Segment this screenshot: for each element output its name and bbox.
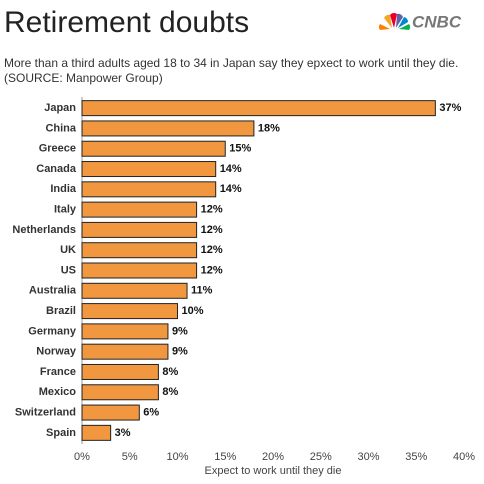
bar xyxy=(81,384,159,401)
value-label: 9% xyxy=(172,325,188,337)
value-label: 18% xyxy=(258,122,280,134)
y-tick-label: China xyxy=(45,122,76,134)
bar xyxy=(81,303,178,320)
value-label: 14% xyxy=(220,183,242,195)
subtitle: (SOURCE: Manpower Group) xyxy=(4,71,163,85)
y-tick-label: Canada xyxy=(36,163,77,175)
x-tick-label: 5% xyxy=(122,451,138,463)
brand-text: CNBC xyxy=(412,12,462,31)
subtitle: More than a third adults aged 18 to 34 i… xyxy=(4,56,458,70)
value-label: 9% xyxy=(172,346,188,358)
y-tick-label: Italy xyxy=(54,204,77,216)
x-tick-label: 20% xyxy=(262,451,284,463)
bar xyxy=(81,120,255,137)
y-tick-label: UK xyxy=(60,244,76,256)
bar xyxy=(81,181,217,198)
value-label: 8% xyxy=(162,386,178,398)
bar xyxy=(81,282,188,299)
value-label: 15% xyxy=(229,143,251,155)
value-label: 8% xyxy=(162,366,178,378)
x-tick-label: 30% xyxy=(357,451,379,463)
y-tick-label: Japan xyxy=(44,102,76,114)
y-tick-label: US xyxy=(61,264,76,276)
bar xyxy=(81,424,112,441)
value-label: 37% xyxy=(439,102,461,114)
bar xyxy=(81,363,159,380)
bar xyxy=(81,404,140,421)
y-tick-label: Brazil xyxy=(46,305,76,317)
value-label: 12% xyxy=(201,224,223,236)
bar xyxy=(81,100,436,117)
bar xyxy=(81,242,198,259)
bar xyxy=(81,262,198,279)
brand-logo xyxy=(379,13,410,30)
y-tick-label: Greece xyxy=(39,143,76,155)
value-label: 12% xyxy=(201,204,223,216)
y-tick-label: Spain xyxy=(46,427,76,439)
x-tick-label: 15% xyxy=(214,451,236,463)
x-tick-label: 35% xyxy=(405,451,427,463)
chart-title: Retirement doubts xyxy=(4,6,249,39)
bar xyxy=(81,221,198,238)
value-label: 11% xyxy=(191,285,213,297)
bar xyxy=(81,343,169,360)
y-tick-label: Norway xyxy=(36,346,77,358)
y-tick-label: Australia xyxy=(29,285,77,297)
y-tick-label: Switzerland xyxy=(15,406,76,418)
value-label: 3% xyxy=(115,427,131,439)
value-label: 12% xyxy=(201,244,223,256)
x-tick-label: 40% xyxy=(453,451,475,463)
y-tick-label: Mexico xyxy=(39,386,77,398)
x-axis-title: Expect to work until they die xyxy=(205,465,342,477)
y-tick-label: Netherlands xyxy=(12,224,76,236)
bar xyxy=(81,140,226,157)
y-tick-label: Germany xyxy=(28,325,77,337)
x-tick-label: 0% xyxy=(74,451,90,463)
value-label: 10% xyxy=(182,305,204,317)
bar xyxy=(81,323,169,340)
value-label: 14% xyxy=(220,163,242,175)
y-tick-label: France xyxy=(40,366,76,378)
bar xyxy=(81,201,198,218)
bar xyxy=(81,161,217,178)
x-tick-label: 25% xyxy=(310,451,332,463)
value-label: 6% xyxy=(143,406,159,418)
x-tick-label: 10% xyxy=(166,451,188,463)
value-label: 12% xyxy=(201,264,223,276)
y-tick-label: India xyxy=(50,183,77,195)
